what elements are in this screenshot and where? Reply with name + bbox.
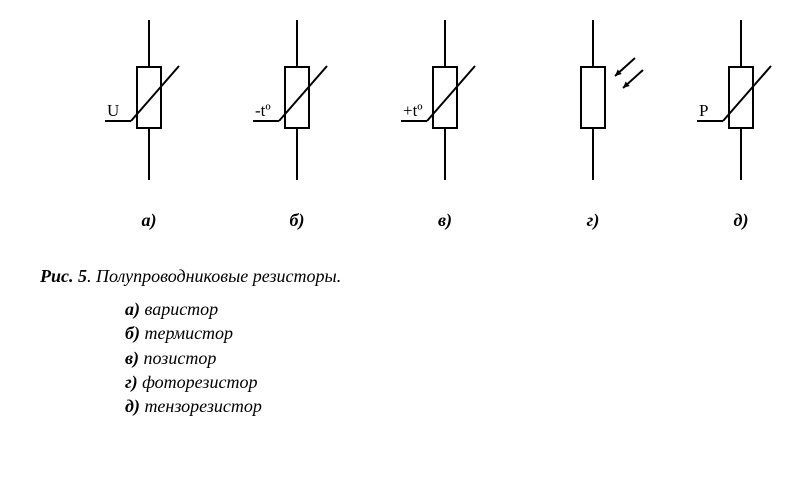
legend-item: д) тензорезистор	[125, 394, 771, 418]
annotation-text: +tº	[403, 101, 423, 120]
symbol-3: г)	[519, 20, 667, 231]
legend: а) варисторб) термисторв) позисторг) фот…	[125, 297, 771, 418]
symbol-1: -tº б)	[223, 20, 371, 231]
legend-item: а) варистор	[125, 297, 771, 321]
annotation-text: U	[107, 101, 119, 120]
figure-caption: Рис. 5. Полупроводниковые резисторы. а) …	[40, 266, 771, 418]
legend-item: в) позистор	[125, 346, 771, 370]
resistor-symbol	[519, 20, 667, 190]
resistor-symbol: +tº	[371, 20, 519, 190]
legend-key: в)	[125, 348, 139, 368]
legend-key: г)	[125, 372, 138, 392]
legend-key: а)	[125, 299, 140, 319]
legend-key: б)	[125, 323, 140, 343]
legend-key: д)	[125, 396, 140, 416]
legend-item: б) термистор	[125, 321, 771, 345]
resistor-symbol: P	[667, 20, 791, 190]
symbol-4: Pд)	[667, 20, 791, 231]
fig-number: 5	[78, 266, 87, 286]
resistor-symbol: U	[75, 20, 223, 190]
legend-name: варистор	[140, 299, 218, 319]
resistor-symbol: -tº	[223, 20, 371, 190]
annotation-text: -tº	[255, 101, 271, 120]
symbol-2: +tº в)	[371, 20, 519, 231]
symbol-key-label: г)	[587, 210, 600, 231]
legend-item: г) фоторезистор	[125, 370, 771, 394]
symbol-row: Uа) -tº б) +tº в) г) Pд)	[75, 20, 771, 231]
symbol-key-label: б)	[290, 210, 305, 231]
fig-label: Рис.	[40, 266, 74, 286]
symbol-key-label: в)	[438, 210, 452, 231]
fig-title: Полупроводниковые резисторы.	[96, 266, 341, 286]
legend-name: тензорезистор	[140, 396, 262, 416]
annotation-text: P	[699, 101, 708, 120]
legend-name: позистор	[139, 348, 216, 368]
symbol-key-label: а)	[142, 210, 157, 231]
symbol-0: Uа)	[75, 20, 223, 231]
symbol-key-label: д)	[734, 210, 749, 231]
legend-name: фоторезистор	[138, 372, 258, 392]
legend-name: термистор	[140, 323, 233, 343]
